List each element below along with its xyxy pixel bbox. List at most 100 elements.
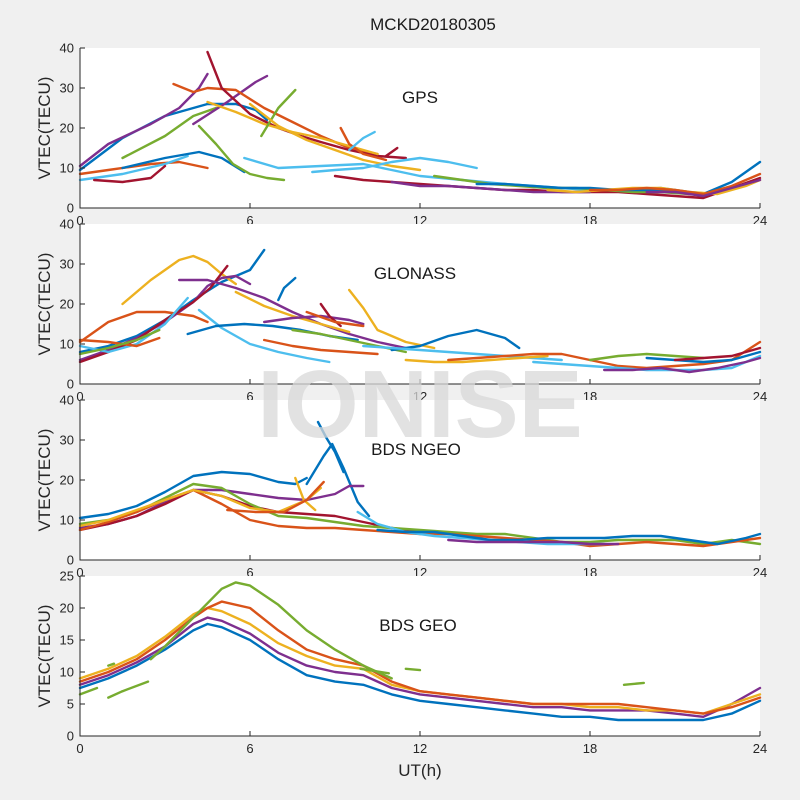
series-line-7 <box>107 690 124 699</box>
series-line-19 <box>263 338 379 356</box>
series-line-8 <box>78 328 161 356</box>
panel-label: BDS GEO <box>379 616 456 635</box>
series-line-20 <box>311 156 478 174</box>
series-layer <box>78 420 762 548</box>
series-line-6 <box>78 482 762 546</box>
series-line-7 <box>121 106 218 160</box>
series-line-12 <box>376 528 762 546</box>
series-line-5 <box>93 164 167 184</box>
series-line-5 <box>78 488 422 534</box>
x-tick-label: 6 <box>246 389 253 404</box>
series-line-9 <box>107 662 116 667</box>
series-line-9 <box>178 278 407 350</box>
series-line-13 <box>260 88 297 138</box>
x-tick-label: 12 <box>413 741 427 756</box>
y-tick-label: 40 <box>60 41 74 56</box>
y-tick-label: 0 <box>67 377 74 392</box>
series-line-20 <box>390 328 521 352</box>
series-line-12 <box>622 681 645 686</box>
y-tick-label: 30 <box>60 81 74 96</box>
series-line-3 <box>316 420 345 474</box>
series-line-25 <box>588 172 762 196</box>
series-line-17 <box>348 288 436 350</box>
x-tick-label: 0 <box>76 741 83 756</box>
series-line-11 <box>234 290 351 334</box>
series-line-9 <box>294 476 317 512</box>
y-tick-label: 0 <box>67 553 74 568</box>
axis-box <box>79 48 760 209</box>
ticks-layer: 0 6 12 18 24 0 5 10 15 20 25 <box>60 569 768 757</box>
series-line-6 <box>121 150 246 174</box>
panel-label: BDS NGEO <box>371 440 461 459</box>
y-tick-label: 0 <box>67 729 74 744</box>
series-line-4 <box>78 154 189 182</box>
series-layer <box>78 581 762 722</box>
series-line-14 <box>248 102 422 172</box>
subplot-bds-geo: 0 6 12 18 24 0 5 10 15 20 25 BDS GEO VTEC(TECU) <box>35 569 767 757</box>
series-line-16 <box>333 174 762 200</box>
y-axis-label: VTEC(TECU) <box>35 253 54 356</box>
y-tick-label: 10 <box>60 513 74 528</box>
plot-area <box>80 48 760 208</box>
y-tick-label: 10 <box>60 337 74 352</box>
y-tick-label: 30 <box>60 433 74 448</box>
y-tick-label: 20 <box>60 121 74 136</box>
series-line-27 <box>673 346 762 362</box>
series-line-1 <box>78 470 308 520</box>
y-tick-label: 40 <box>60 217 74 232</box>
series-line-8 <box>121 680 150 693</box>
series-line-18 <box>348 130 376 152</box>
x-tick-label: 6 <box>246 213 253 228</box>
watermark: IONISE <box>257 351 582 458</box>
series-line-2 <box>78 72 209 168</box>
panel-label: GPS <box>402 88 438 107</box>
y-tick-label: 5 <box>67 697 74 712</box>
x-tick-label: 24 <box>753 741 767 756</box>
series-line-8 <box>192 74 269 126</box>
x-tick-label: 0 <box>76 565 83 580</box>
series-line-13 <box>447 538 620 546</box>
y-tick-label: 20 <box>60 473 74 488</box>
x-tick-label: 6 <box>246 565 253 580</box>
series-layer <box>78 50 762 200</box>
y-tick-label: 0 <box>67 201 74 216</box>
y-tick-label: 20 <box>60 601 74 616</box>
axis-box <box>79 576 760 737</box>
series-line-12 <box>197 124 286 182</box>
x-axis-label: UT(h) <box>398 761 441 780</box>
x-tick-label: 0 <box>76 389 83 404</box>
x-tick-label: 0 <box>76 213 83 228</box>
figure-title: MCKD20180305 <box>370 15 496 34</box>
series-line-28 <box>603 356 762 374</box>
axis-box <box>79 400 760 561</box>
y-tick-label: 15 <box>60 633 74 648</box>
series-line-1 <box>78 622 762 722</box>
series-line-19 <box>384 146 399 158</box>
y-tick-label: 40 <box>60 393 74 408</box>
y-tick-label: 10 <box>60 665 74 680</box>
y-axis-label: VTEC(TECU) <box>35 429 54 532</box>
series-layer <box>78 248 762 374</box>
series-line-16 <box>305 310 365 328</box>
series-line-24 <box>588 352 705 362</box>
series-line-23 <box>447 340 762 370</box>
series-line-8 <box>78 486 322 528</box>
series-line-3 <box>78 160 209 176</box>
y-axis-label: VTEC(TECU) <box>35 77 54 180</box>
y-axis-label: VTEC(TECU) <box>35 605 54 708</box>
y-tick-label: 30 <box>60 257 74 272</box>
series-line-5 <box>149 581 393 680</box>
series-line-3 <box>78 606 762 715</box>
series-line-22 <box>404 354 549 364</box>
x-tick-label: 18 <box>583 741 597 756</box>
series-line-26 <box>645 178 762 198</box>
series-line-2 <box>78 310 209 344</box>
series-line-14 <box>277 276 297 302</box>
y-tick-label: 25 <box>60 569 74 584</box>
